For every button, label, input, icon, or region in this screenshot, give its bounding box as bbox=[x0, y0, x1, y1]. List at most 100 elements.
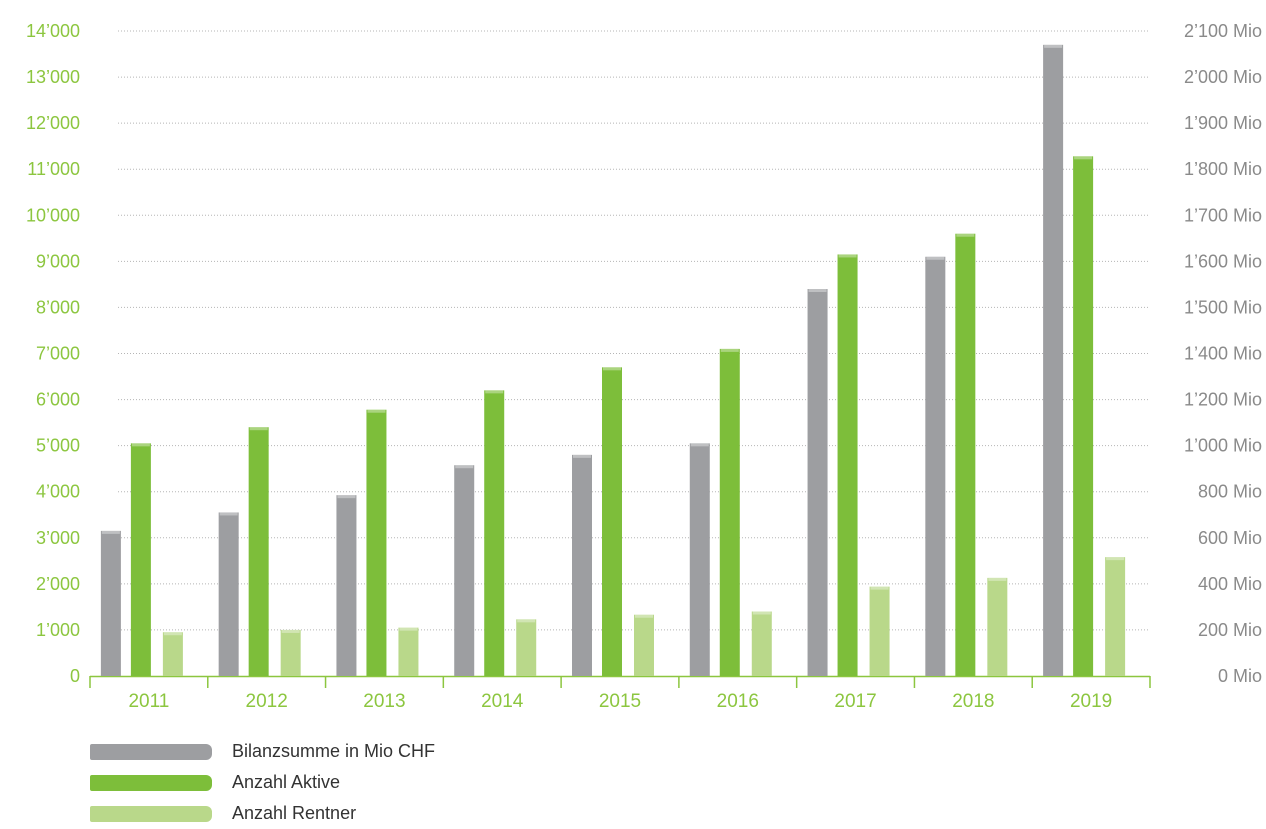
right-tick-label: 200 Mio bbox=[1198, 620, 1262, 640]
legend-swatch-bilanzsumme bbox=[90, 743, 212, 760]
x-tick-label: 2016 bbox=[717, 691, 759, 712]
bar-highlight bbox=[808, 289, 827, 292]
bar-rentner bbox=[987, 577, 1008, 676]
bar-highlight bbox=[720, 348, 739, 352]
right-tick-label: 2’100 Mio bbox=[1184, 21, 1262, 41]
right-tick-label: 1’900 Mio bbox=[1184, 113, 1262, 133]
legend-label-aktive: Anzahl Aktive bbox=[232, 772, 341, 792]
right-tick-label: 1’000 Mio bbox=[1184, 436, 1262, 456]
bar-rentner bbox=[516, 619, 537, 676]
bar-highlight bbox=[870, 586, 889, 590]
bar-highlight bbox=[163, 632, 182, 636]
bar-highlight bbox=[1106, 557, 1125, 561]
x-tick-label: 2011 bbox=[128, 691, 169, 712]
bar-highlight bbox=[517, 619, 536, 623]
right-tick-label: 800 Mio bbox=[1198, 482, 1262, 502]
bar-highlight bbox=[101, 530, 120, 534]
bar-aktive bbox=[366, 409, 387, 676]
right-tick-label: 1’600 Mio bbox=[1184, 251, 1262, 271]
left-tick-label: 5’000 bbox=[36, 436, 80, 456]
bar-highlight bbox=[485, 390, 504, 394]
bar-bilanzsumme bbox=[807, 289, 828, 676]
bar-highlight bbox=[690, 443, 709, 447]
bar-highlight bbox=[988, 577, 1007, 581]
bar-rentner bbox=[1105, 557, 1126, 676]
bar-highlight bbox=[367, 409, 386, 413]
x-tick-label: 2014 bbox=[481, 691, 524, 712]
bar-highlight bbox=[281, 629, 300, 633]
left-tick-label: 10’000 bbox=[26, 205, 80, 225]
bar-aktive bbox=[837, 254, 858, 677]
right-tick-label: 1’500 Mio bbox=[1184, 297, 1262, 317]
bar-highlight bbox=[1044, 44, 1063, 48]
bar-rentner bbox=[634, 614, 654, 676]
bar-bilanzsumme bbox=[218, 512, 239, 676]
bar-rentner bbox=[280, 629, 301, 676]
left-tick-label: 11’000 bbox=[27, 159, 80, 179]
bar-chart: 0 1’000 2’000 3’000 4’000 5’000 6’000 7’000 8’00… bbox=[26, 21, 1262, 712]
right-tick-label: 1’400 Mio bbox=[1184, 344, 1262, 364]
bar-aktive bbox=[484, 390, 505, 676]
legend-item-aktive: Anzahl Aktive bbox=[90, 767, 435, 798]
legend-item-rentner: Anzahl Rentner bbox=[90, 798, 435, 829]
right-tick-label: 1’200 Mio bbox=[1184, 390, 1262, 410]
left-tick-label: 3’000 bbox=[36, 528, 80, 548]
left-tick-label: 2’000 bbox=[36, 574, 80, 594]
bar-bilanzsumme bbox=[689, 443, 710, 676]
left-tick-label: 6’000 bbox=[36, 390, 80, 410]
bar-rentner bbox=[162, 632, 183, 676]
left-tick-label: 8’000 bbox=[36, 297, 80, 317]
x-tick-label: 2018 bbox=[952, 691, 994, 712]
bar-aktive bbox=[248, 427, 269, 676]
bar-aktive bbox=[1073, 156, 1094, 677]
bar-rentner bbox=[751, 611, 772, 676]
left-tick-label: 13’000 bbox=[26, 67, 80, 87]
bar-bilanzsumme bbox=[336, 495, 357, 676]
right-tick-label: 600 Mio bbox=[1198, 528, 1262, 548]
left-tick-label: 9’000 bbox=[36, 251, 80, 271]
bar-bilanzsumme bbox=[572, 454, 592, 676]
bar-rentner bbox=[869, 586, 890, 676]
bar-highlight bbox=[131, 443, 150, 447]
bar-highlight bbox=[635, 614, 653, 618]
right-tick-label: 2’000 Mio bbox=[1184, 67, 1262, 87]
legend-swatch-aktive bbox=[90, 774, 212, 791]
bar-highlight bbox=[926, 256, 945, 260]
left-tick-label: 7’000 bbox=[36, 344, 80, 364]
bar-highlight bbox=[249, 427, 268, 431]
bar-highlight bbox=[337, 495, 356, 499]
legend-label-bilanzsumme: Bilanzsumme in Mio CHF bbox=[232, 741, 436, 761]
legend: Bilanzsumme in Mio CHF Anzahl Aktive Anz… bbox=[90, 736, 435, 829]
bar-highlight bbox=[1074, 156, 1093, 160]
bar-bilanzsumme bbox=[454, 465, 475, 676]
bar-rentner bbox=[398, 627, 419, 676]
legend-label-rentner: Anzahl Rentner bbox=[232, 803, 357, 823]
right-tick-label: 1’800 Mio bbox=[1184, 159, 1262, 179]
left-tick-label: 0 bbox=[70, 666, 80, 686]
bar-bilanzsumme bbox=[100, 530, 121, 676]
bar-highlight bbox=[956, 233, 975, 237]
left-tick-label: 14’000 bbox=[26, 21, 80, 41]
bar-highlight bbox=[752, 611, 771, 615]
x-tick-label: 2013 bbox=[363, 691, 405, 712]
x-tick-label: 2015 bbox=[599, 691, 641, 712]
legend-item-bilanzsumme: Bilanzsumme in Mio CHF bbox=[90, 736, 435, 767]
bar-aktive bbox=[955, 233, 976, 676]
bar-highlight bbox=[219, 512, 238, 516]
bar-bilanzsumme bbox=[925, 256, 946, 676]
bar-highlight bbox=[603, 367, 621, 371]
legend-swatch-rentner bbox=[90, 805, 212, 822]
x-tick-label: 2012 bbox=[246, 691, 288, 712]
bar-bilanzsumme bbox=[1043, 44, 1064, 677]
bar-aktive bbox=[602, 367, 622, 676]
left-tick-label: 1’000 bbox=[36, 620, 80, 640]
bar-highlight bbox=[455, 465, 474, 469]
left-tick-label: 4’000 bbox=[36, 482, 80, 502]
left-tick-label: 12’000 bbox=[26, 113, 80, 133]
bar-highlight bbox=[399, 627, 418, 631]
bar-highlight bbox=[838, 254, 857, 258]
bar-highlight bbox=[573, 454, 591, 458]
bar-aktive bbox=[719, 348, 740, 676]
right-tick-label: 400 Mio bbox=[1198, 574, 1262, 594]
right-tick-label: 0 Mio bbox=[1218, 666, 1262, 686]
